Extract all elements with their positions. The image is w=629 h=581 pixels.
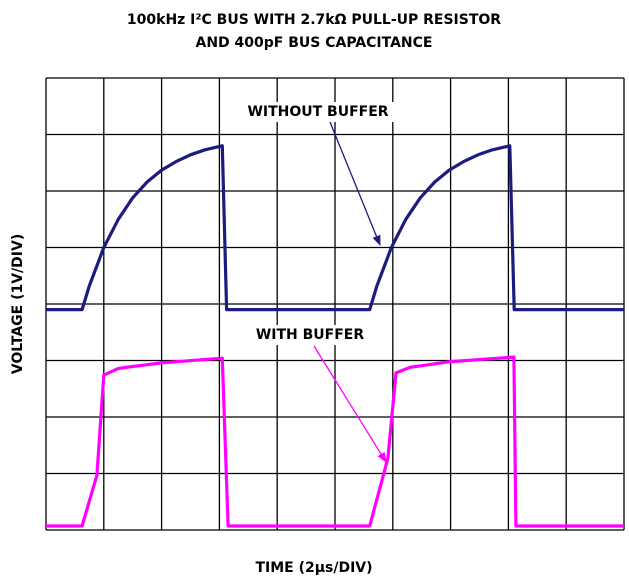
annotation-arrow bbox=[313, 345, 387, 463]
grid bbox=[45, 77, 625, 531]
annotation: WITHOUT BUFFER bbox=[247, 104, 388, 120]
traces bbox=[46, 144, 624, 528]
annotation-arrow bbox=[329, 121, 381, 246]
chart-title: 100kHz I²C BUS WITH 2.7kΩ PULL-UP RESIST… bbox=[127, 12, 501, 28]
annotation: WITH BUFFER bbox=[256, 327, 365, 343]
x-axis-label: TIME (2µs/DIV) bbox=[255, 560, 372, 576]
trace bbox=[46, 355, 624, 528]
y-axis-label: VOLTAGE (1V/DIV) bbox=[10, 234, 26, 374]
label-bg bbox=[228, 102, 408, 122]
trace bbox=[46, 144, 624, 312]
chart-title: AND 400pF BUS CAPACITANCE bbox=[196, 35, 433, 51]
label-bg bbox=[235, 325, 385, 345]
